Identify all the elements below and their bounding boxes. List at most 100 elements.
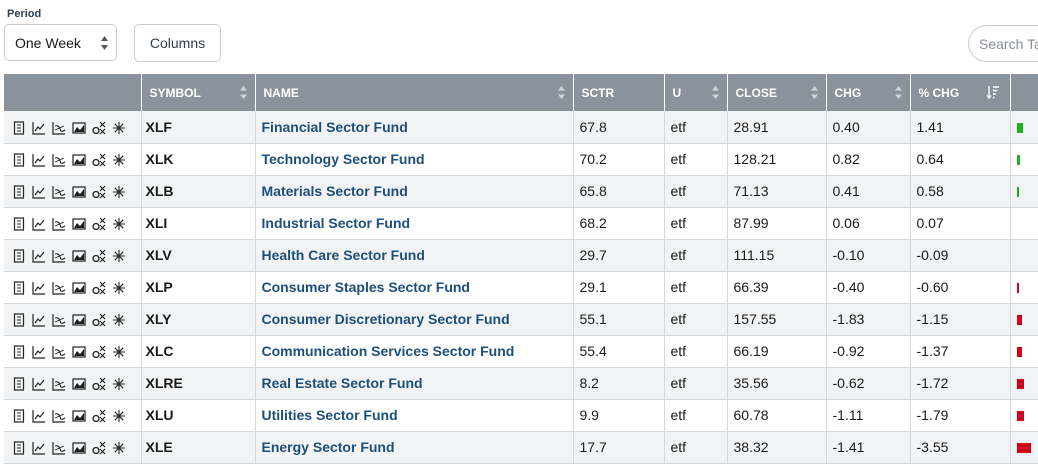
fund-name-link[interactable]: Real Estate Sector Fund [261,375,423,391]
line-chart-icon[interactable] [32,217,46,231]
fund-name-link[interactable]: Utilities Sector Fund [261,407,398,423]
seasonality-icon[interactable] [112,441,126,455]
fund-name-link[interactable]: Technology Sector Fund [261,151,425,167]
performance-chart-icon[interactable] [52,313,66,327]
symbol-cell: XLI [140,207,255,240]
header-sctr[interactable]: SCTR [572,74,664,111]
options-icon[interactable] [92,313,106,327]
seasonality-icon[interactable] [112,313,126,327]
table-row: XLRE Real Estate Sector Fund 8.2 etf 35.56 -0… [4,367,1038,400]
header-name[interactable]: NAME [254,74,573,111]
line-chart-icon[interactable] [32,153,46,167]
summary-icon[interactable] [12,441,26,455]
summary-icon[interactable] [12,217,26,231]
performance-chart-icon[interactable] [52,185,66,199]
options-icon[interactable] [92,121,106,135]
header-pct-chg[interactable]: % CHG [909,74,1010,111]
fund-name-link[interactable]: Financial Sector Fund [261,118,408,135]
summary-icon[interactable] [12,313,26,327]
fund-name-link[interactable]: Communication Services Sector Fund [261,343,515,359]
summary-icon[interactable] [12,281,26,295]
seasonality-icon[interactable] [112,185,126,199]
row-icons [4,431,141,464]
line-chart-icon[interactable] [32,441,46,455]
options-icon[interactable] [92,345,106,359]
candle-chart-icon[interactable] [72,409,86,423]
options-icon[interactable] [92,217,106,231]
line-chart-icon[interactable] [32,313,46,327]
summary-icon[interactable] [12,121,26,135]
seasonality-icon[interactable] [112,345,126,359]
line-chart-icon[interactable] [32,121,46,135]
seasonality-icon[interactable] [112,377,126,391]
name-cell: Consumer Staples Sector Fund [254,271,573,304]
line-chart-icon[interactable] [32,185,46,199]
table-row: XLI Industrial Sector Fund 68.2 etf 87.99 0.0… [4,207,1038,240]
candle-chart-icon[interactable] [72,377,86,391]
summary-icon[interactable] [12,409,26,423]
options-icon[interactable] [92,281,106,295]
performance-chart-icon[interactable] [52,345,66,359]
candle-chart-icon[interactable] [72,217,86,231]
seasonality-icon[interactable] [112,153,126,167]
pct-chg-cell: -0.09 [909,239,1010,272]
seasonality-icon[interactable] [112,249,126,263]
candle-chart-icon[interactable] [72,313,86,327]
candle-chart-icon[interactable] [72,185,86,199]
summary-icon[interactable] [12,377,26,391]
performance-chart-icon[interactable] [52,377,66,391]
header-close[interactable]: CLOSE [726,74,826,111]
search-table-input[interactable] [968,25,1038,62]
options-icon[interactable] [92,409,106,423]
summary-icon[interactable] [12,153,26,167]
options-icon[interactable] [92,153,106,167]
performance-chart-icon[interactable] [52,249,66,263]
pct-chg-cell: -3.55 [909,431,1010,464]
fund-name-link[interactable]: Energy Sector Fund [261,439,395,455]
table-row: XLU Utilities Sector Fund 9.9 etf 60.78 -1.11… [4,399,1038,432]
performance-chart-icon[interactable] [52,153,66,167]
fund-name-link[interactable]: Industrial Sector Fund [261,215,411,231]
summary-icon[interactable] [12,185,26,199]
candle-chart-icon[interactable] [72,281,86,295]
line-chart-icon[interactable] [32,281,46,295]
candle-chart-icon[interactable] [72,441,86,455]
summary-icon[interactable] [12,345,26,359]
header-symbol[interactable]: SYMBOL [140,74,255,111]
fund-name-link[interactable]: Health Care Sector Fund [261,247,425,263]
universe-cell: etf [663,271,727,304]
columns-button[interactable]: Columns [134,24,221,62]
performance-chart-icon[interactable] [52,281,66,295]
performance-chart-icon[interactable] [52,441,66,455]
performance-chart-icon[interactable] [52,217,66,231]
options-icon[interactable] [92,377,106,391]
options-icon[interactable] [92,249,106,263]
seasonality-icon[interactable] [112,121,126,135]
options-icon[interactable] [92,185,106,199]
seasonality-icon[interactable] [112,281,126,295]
candle-chart-icon[interactable] [72,345,86,359]
line-chart-icon[interactable] [32,377,46,391]
line-chart-icon[interactable] [32,345,46,359]
fund-name-link[interactable]: Consumer Discretionary Sector Fund [261,311,510,327]
line-chart-icon[interactable] [32,409,46,423]
name-cell: Technology Sector Fund [254,143,573,176]
line-chart-icon[interactable] [32,249,46,263]
seasonality-icon[interactable] [112,217,126,231]
fund-name-link[interactable]: Consumer Staples Sector Fund [261,279,470,295]
fund-name-link[interactable]: Materials Sector Fund [261,183,408,199]
positive-change-bar [1016,155,1020,166]
negative-change-bar [1016,283,1019,294]
header-chg[interactable]: CHG [825,74,910,111]
candle-chart-icon[interactable] [72,121,86,135]
options-icon[interactable] [92,441,106,455]
candle-chart-icon[interactable] [72,249,86,263]
period-select[interactable]: One Week [4,24,117,61]
performance-chart-icon[interactable] [52,409,66,423]
performance-chart-icon[interactable] [52,121,66,135]
candle-chart-icon[interactable] [72,153,86,167]
seasonality-icon[interactable] [112,409,126,423]
summary-icon[interactable] [12,249,26,263]
pct-bar-cell [1009,239,1038,272]
header-u[interactable]: U [663,74,727,111]
